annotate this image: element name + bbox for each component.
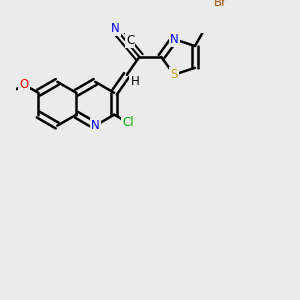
Text: N: N	[170, 33, 178, 46]
Text: Cl: Cl	[123, 116, 134, 129]
Text: N: N	[91, 119, 100, 132]
Text: S: S	[170, 68, 178, 81]
Text: O: O	[20, 78, 29, 91]
Text: C: C	[126, 34, 134, 46]
Text: Br: Br	[214, 0, 227, 9]
Text: N: N	[111, 22, 120, 35]
Text: H: H	[130, 75, 139, 88]
